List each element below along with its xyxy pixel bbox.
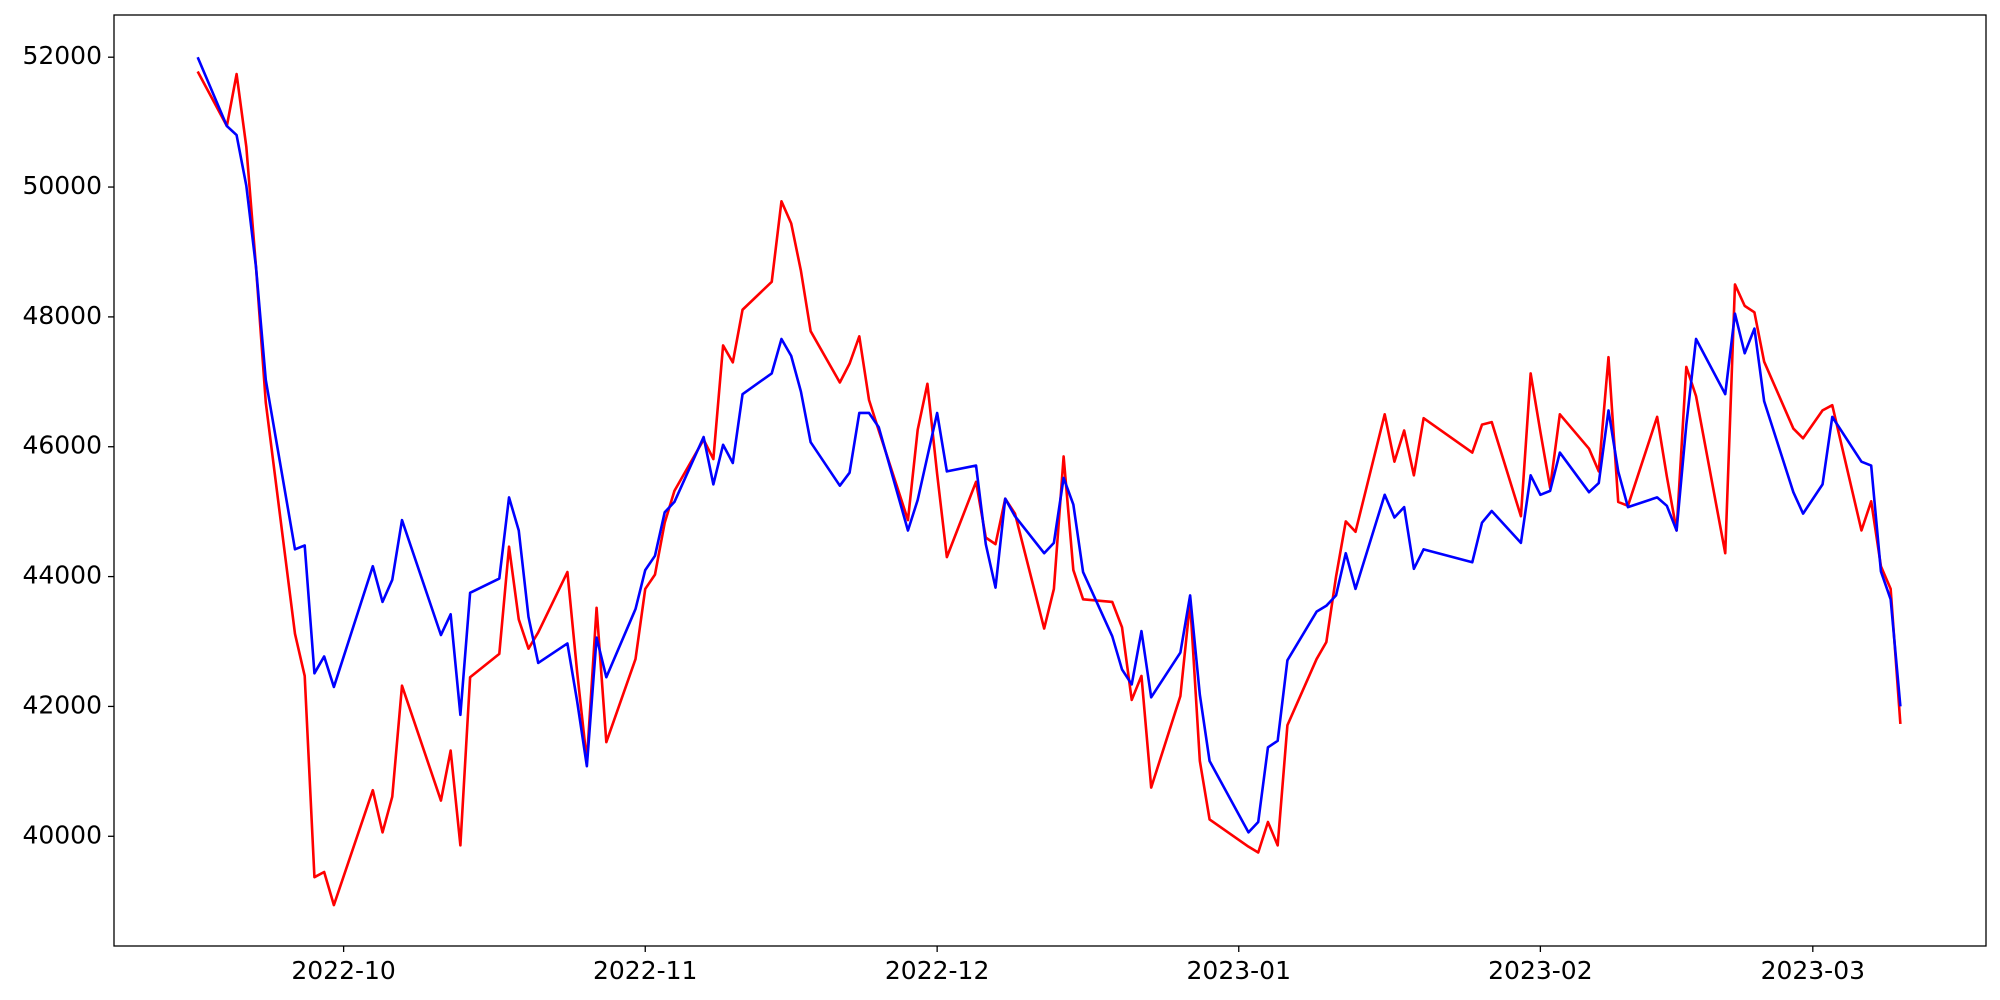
x-tick-label: 2022-10 bbox=[291, 956, 395, 985]
x-tick-label: 2023-03 bbox=[1761, 956, 1865, 985]
series-line bbox=[196, 56, 1902, 834]
y-tick-label: 52000 bbox=[22, 41, 102, 70]
x-tick-label: 2022-12 bbox=[885, 956, 989, 985]
y-tick-label: 48000 bbox=[22, 301, 102, 330]
y-tick-label: 40000 bbox=[22, 820, 102, 849]
plot-frame bbox=[113, 14, 1987, 947]
y-tick-label: 46000 bbox=[22, 431, 102, 460]
y-tick-label: 42000 bbox=[22, 690, 102, 719]
series-line bbox=[196, 70, 1902, 907]
x-tick-label: 2023-02 bbox=[1488, 956, 1592, 985]
y-tick-label: 44000 bbox=[22, 561, 102, 590]
y-tick-label: 50000 bbox=[22, 171, 102, 200]
x-tick-label: 2023-01 bbox=[1187, 956, 1291, 985]
x-tick-label: 2022-11 bbox=[593, 956, 697, 985]
